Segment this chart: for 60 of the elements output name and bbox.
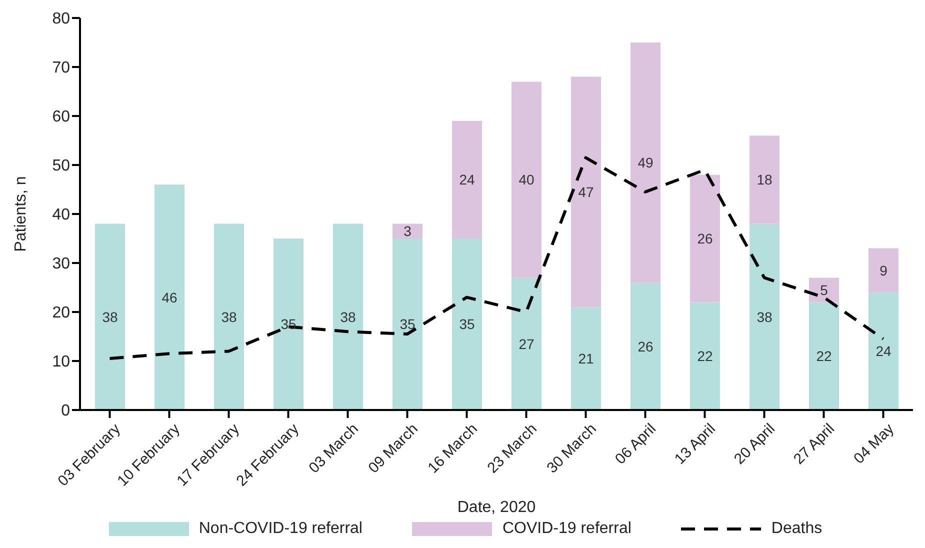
bar [392, 224, 422, 238]
bar [868, 248, 898, 292]
data-label: 49 [638, 154, 654, 171]
bar [333, 224, 363, 410]
y-tick-label: 20 [52, 304, 70, 322]
bar [809, 302, 839, 410]
bar [571, 76, 601, 308]
data-label: 18 [756, 172, 772, 188]
bar [690, 174, 720, 302]
bar [274, 238, 304, 410]
bar [690, 302, 720, 410]
bar [868, 292, 898, 410]
data-label: 9 [880, 262, 888, 278]
data-label: 22 [816, 348, 832, 364]
data-label: 26 [638, 338, 654, 354]
data-label: 38 [102, 308, 118, 325]
data-label: 3 [404, 223, 412, 240]
y-tick-label: 10 [52, 354, 70, 371]
y-tick-label: 80 [52, 10, 70, 28]
data-label: 47 [578, 184, 594, 200]
x-axis-title: Date, 2020 [457, 499, 536, 516]
y-tick-label: 0 [61, 402, 70, 420]
data-label: 26 [697, 230, 713, 246]
data-label: 40 [518, 172, 534, 188]
data-label: 38 [340, 308, 356, 325]
y-tick-label: 30 [52, 256, 70, 273]
data-label: 35 [400, 316, 416, 332]
data-label: 5 [820, 282, 828, 298]
y-tick-label: 70 [52, 60, 70, 77]
data-label: 27 [518, 336, 534, 352]
x-tick-label: 04 May [850, 420, 898, 468]
data-label: 46 [162, 289, 178, 306]
bar [214, 224, 244, 410]
y-tick-label: 50 [52, 158, 70, 175]
bar [392, 238, 422, 410]
bar [95, 224, 125, 410]
data-label: 22 [697, 348, 713, 364]
bar [630, 282, 660, 410]
legend-label: Deaths [771, 520, 822, 538]
bar [512, 278, 542, 410]
bar [452, 238, 482, 410]
y-tick-label: 40 [52, 206, 70, 224]
data-label: 35 [459, 316, 475, 332]
y-tick-label: 60 [52, 108, 70, 126]
bar [512, 82, 542, 278]
legend-label: Non-COVID-19 referral [198, 520, 362, 538]
data-label: 21 [578, 350, 594, 367]
bar [571, 307, 601, 410]
bar [750, 224, 780, 410]
bar [630, 42, 660, 283]
data-label: 24 [459, 172, 475, 188]
bar [154, 184, 184, 410]
legend-label: COVID-19 referral [502, 520, 632, 538]
data-label: 38 [756, 308, 772, 325]
y-axis-title: Patients, n [12, 176, 30, 252]
bar [452, 120, 482, 238]
data-label: 38 [221, 308, 237, 325]
bar [750, 136, 780, 224]
data-label: 35 [280, 316, 296, 332]
data-label: 24 [876, 343, 892, 360]
